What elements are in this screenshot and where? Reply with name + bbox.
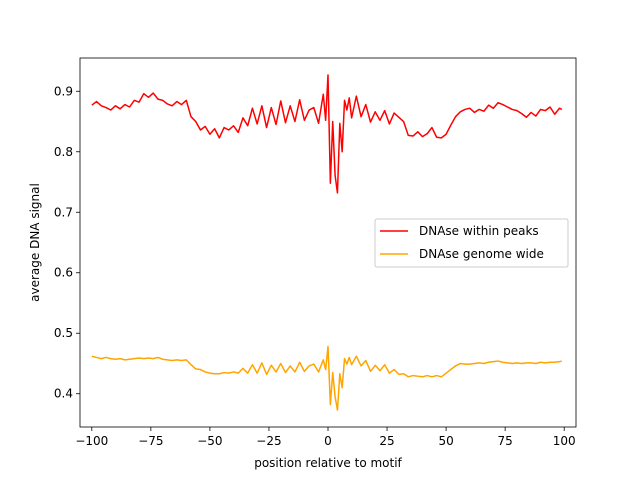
x-tick-label: 100 (553, 434, 576, 448)
x-tick-label: −50 (197, 434, 222, 448)
y-tick-label: 0.7 (54, 205, 73, 219)
legend: DNAse within peaks DNAse genome wide (374, 218, 569, 268)
legend-frame (374, 218, 569, 268)
x-axis-label: position relative to motif (254, 456, 402, 470)
x-tick-label: 25 (379, 434, 394, 448)
series-line-genome-wide (91, 345, 563, 411)
x-tick-label: 0 (324, 434, 332, 448)
legend-label: DNAse genome wide (419, 247, 544, 261)
x-tick-label: −25 (256, 434, 281, 448)
legend-label: DNAse within peaks (419, 224, 539, 238)
y-tick-label: 0.9 (54, 84, 73, 98)
x-tick-label: 50 (438, 434, 453, 448)
x-tick-label: −75 (138, 434, 163, 448)
y-tick-label: 0.5 (54, 326, 73, 340)
y-tick-label: 0.8 (54, 145, 73, 159)
x-tick-label: 75 (498, 434, 513, 448)
y-tick-label: 0.4 (54, 387, 73, 401)
x-axis: −100 −75 −50 −25 0 25 50 75 100 (75, 427, 576, 448)
series-line-within-peaks (91, 74, 563, 194)
x-tick-label: −100 (75, 434, 108, 448)
y-tick-label: 0.6 (54, 266, 73, 280)
y-axis: 0.4 0.5 0.6 0.7 0.8 0.9 (54, 84, 80, 401)
y-axis-label: average DNA signal (28, 183, 42, 302)
series-layer (91, 74, 563, 411)
